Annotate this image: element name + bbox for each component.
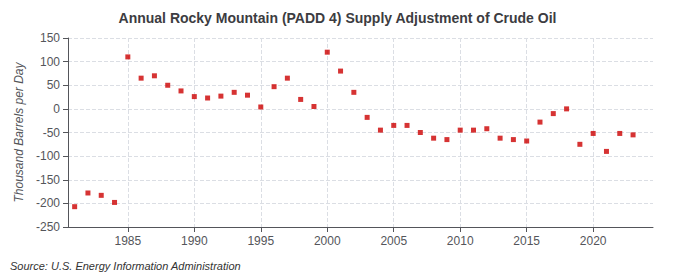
svg-text:2020: 2020 bbox=[580, 234, 607, 248]
svg-text:Source: U.S. Energy Informatio: Source: U.S. Energy Information Administ… bbox=[10, 260, 241, 272]
svg-text:2005: 2005 bbox=[380, 234, 407, 248]
svg-text:2000: 2000 bbox=[314, 234, 341, 248]
svg-text:-150: -150 bbox=[36, 173, 60, 187]
svg-text:-200: -200 bbox=[36, 196, 60, 210]
svg-text:0: 0 bbox=[53, 102, 60, 116]
svg-text:-250: -250 bbox=[36, 220, 60, 234]
svg-text:50: 50 bbox=[47, 78, 61, 92]
svg-text:100: 100 bbox=[40, 55, 60, 69]
svg-text:1995: 1995 bbox=[247, 234, 274, 248]
svg-text:2015: 2015 bbox=[513, 234, 540, 248]
svg-text:150: 150 bbox=[40, 31, 60, 45]
svg-text:Thousand Barrels per Day: Thousand Barrels per Day bbox=[12, 61, 26, 202]
svg-text:-50: -50 bbox=[43, 126, 61, 140]
svg-text:Annual Rocky Mountain (PADD 4): Annual Rocky Mountain (PADD 4) Supply Ad… bbox=[119, 10, 557, 26]
svg-text:2010: 2010 bbox=[447, 234, 474, 248]
svg-text:1990: 1990 bbox=[181, 234, 208, 248]
svg-text:1985: 1985 bbox=[114, 234, 141, 248]
svg-text:-100: -100 bbox=[36, 149, 60, 163]
